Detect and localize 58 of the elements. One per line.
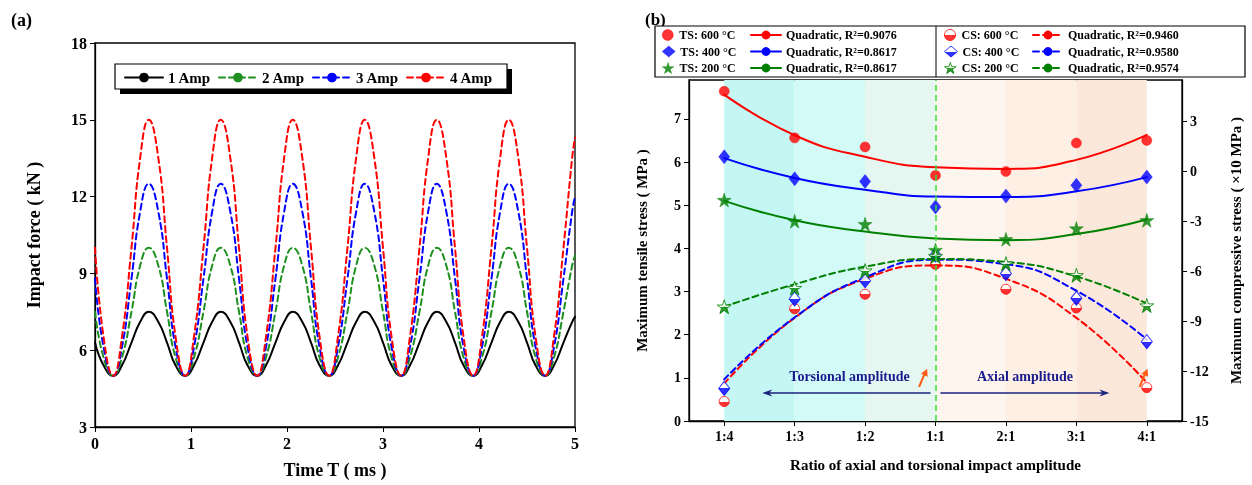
- x-tick-label: 1:4: [714, 428, 734, 444]
- y2-tick-label: -12: [1190, 363, 1209, 379]
- legend-label: Quadratic, R²=0.8617: [786, 44, 897, 59]
- x-tick-label: 3: [379, 434, 387, 452]
- legend-label: 4 Amp: [450, 69, 493, 86]
- y-tick-label: 3: [674, 284, 681, 300]
- legend-label: 1 Amp: [168, 69, 211, 86]
- y-tick-label: 1: [674, 370, 681, 386]
- x-tick-label: 4:1: [1137, 428, 1157, 444]
- x-tick-label: 1:1: [926, 428, 945, 444]
- x-tick-label: 3:1: [1067, 428, 1086, 444]
- x-axis-title: Ratio of axial and torsional impact amplitude: [790, 456, 1082, 473]
- legend-label: Quadratic, R²=0.9460: [1068, 28, 1179, 42]
- y-tick-label: 2: [674, 327, 681, 343]
- annotation: Axial amplitude: [976, 368, 1073, 384]
- y-tick-label: 15: [71, 111, 87, 129]
- y2-tick-label: 0: [1190, 163, 1197, 179]
- x-tick-label: 1:3: [785, 428, 804, 444]
- legend-label: CS: 400 °C: [962, 44, 1020, 59]
- legend-label: Quadratic, R²=0.9076: [786, 28, 897, 42]
- x-tick-label: 0: [91, 434, 99, 452]
- y-tick-label: 12: [71, 188, 87, 206]
- y-tick-label: 18: [71, 34, 87, 52]
- legend-label: 2 Amp: [262, 69, 305, 86]
- chart-title: (b): [645, 10, 666, 29]
- legend-label: TS: 600 °C: [679, 28, 736, 42]
- y2-tick-label: -6: [1190, 263, 1202, 279]
- y2-tick-label: -9: [1190, 313, 1202, 329]
- y-tick-label: 6: [79, 341, 87, 359]
- y2-axis-title: Maximum compressive stress ( ×10 MPa ): [1227, 116, 1245, 385]
- legend-label: TS: 200 °C: [679, 61, 736, 75]
- x-tick-label: 2: [283, 434, 291, 452]
- legend-label: Quadratic, R²=0.9580: [1068, 44, 1179, 59]
- y-tick-label: 6: [674, 154, 681, 170]
- legend-label: CS: 600 °C: [961, 28, 1019, 42]
- x-tick-label: 2:1: [996, 428, 1016, 444]
- x-axis-title: Time T ( ms ): [283, 460, 387, 481]
- chart-title: (a): [11, 10, 32, 31]
- x-tick-label: 1:2: [855, 428, 875, 444]
- y-tick-label: 7: [674, 111, 681, 127]
- legend-label: TS: 400 °C: [680, 44, 737, 59]
- x-tick-label: 1: [187, 434, 195, 452]
- y2-tick-label: 3: [1190, 114, 1197, 130]
- y2-tick-label: -3: [1190, 213, 1202, 229]
- y-tick-label: 5: [674, 197, 681, 213]
- legend-label: CS: 200 °C: [961, 61, 1019, 75]
- legend-label: 3 Amp: [356, 69, 399, 86]
- y-tick-label: 0: [674, 413, 681, 429]
- y2-tick-label: -15: [1190, 413, 1209, 429]
- y-axis-title: Impact force ( kN ): [24, 161, 45, 309]
- x-tick-label: 4: [475, 434, 483, 452]
- y-tick-label: 4: [674, 240, 681, 256]
- legend-label: Quadratic, R²=0.8617: [786, 61, 897, 75]
- x-tick-label: 5: [571, 434, 579, 452]
- legend-label: Quadratic, R²=0.9574: [1068, 61, 1179, 75]
- annotation: Torsional amplitude: [789, 368, 910, 384]
- y-tick-label: 9: [79, 264, 87, 282]
- y-axis-title: Maximum tensile stress ( MPa ): [633, 149, 651, 352]
